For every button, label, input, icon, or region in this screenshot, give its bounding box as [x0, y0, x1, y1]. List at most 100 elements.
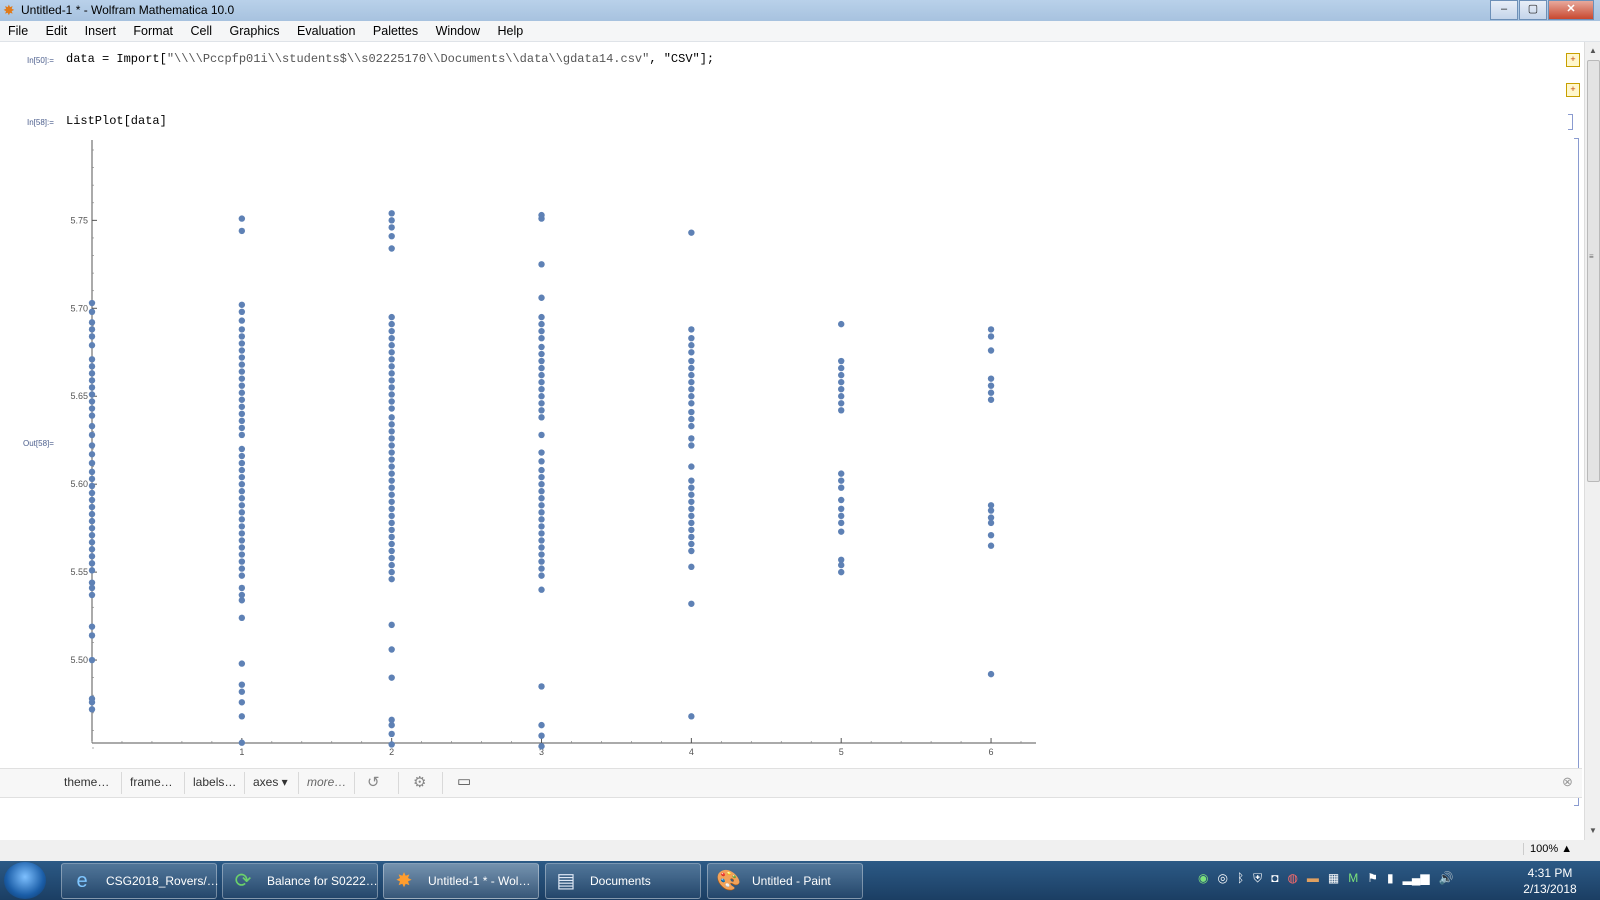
menu-palettes[interactable]: Palettes	[372, 24, 419, 38]
data-point	[388, 363, 395, 370]
menu-insert[interactable]: Insert	[84, 24, 116, 38]
data-point	[388, 540, 395, 548]
cell-insert-icon[interactable]: +	[1566, 83, 1580, 97]
data-point	[538, 473, 545, 481]
data-point	[538, 721, 545, 729]
m-tray-icon[interactable]: M	[1348, 871, 1359, 885]
data-point	[388, 533, 395, 541]
data-point	[238, 502, 246, 509]
data-point	[987, 502, 995, 509]
menu-cell[interactable]: Cell	[190, 24, 213, 38]
start-button[interactable]	[4, 862, 46, 899]
clock[interactable]: 4:31 PM 2/13/2018	[1515, 865, 1585, 897]
data-point	[388, 391, 395, 398]
notebook[interactable]: In[50]:= data = Import["\\\\Pccpfp01i\\s…	[0, 42, 1582, 806]
undo-icon[interactable]: ↺	[367, 774, 380, 791]
data-point	[838, 393, 845, 400]
battery-icon[interactable]: ▮	[1387, 871, 1394, 885]
data-point	[388, 463, 395, 470]
minimize-button[interactable]: –	[1490, 0, 1518, 20]
taskbar-item-balance[interactable]: ⟳ Balance for S0222…	[222, 863, 378, 899]
separator	[442, 772, 443, 794]
device-tray-icon[interactable]: ◘	[1271, 871, 1279, 885]
status-bar: 100% ▲	[0, 840, 1600, 861]
data-point	[238, 368, 246, 375]
data-point	[88, 326, 96, 333]
taskbar-item-ie[interactable]: e CSG2018_Rovers/…	[61, 863, 219, 899]
data-point	[538, 458, 545, 465]
data-point	[538, 495, 545, 502]
data-point	[388, 356, 395, 363]
taskbar-item-mathematica[interactable]: ✸ Untitled-1 * - Wol…	[383, 863, 539, 899]
close-suggestions-icon[interactable]: ⊗	[1562, 774, 1573, 789]
data-point	[238, 396, 246, 403]
more-button[interactable]: more…	[307, 775, 347, 789]
comment-icon[interactable]: ▭	[457, 773, 472, 790]
data-point	[238, 473, 246, 481]
calendar-tray-icon[interactable]: ▦	[1327, 871, 1340, 885]
data-point	[88, 451, 96, 458]
menu-window[interactable]: Window	[435, 24, 481, 38]
security-tray-icon[interactable]: ◍	[1287, 871, 1298, 885]
data-point	[538, 400, 545, 407]
bluetooth-icon[interactable]: ᛒ	[1236, 871, 1245, 885]
data-point	[838, 484, 845, 491]
frame-button[interactable]: frame…	[130, 775, 173, 789]
data-point	[688, 498, 695, 505]
maximize-button[interactable]: ▢	[1519, 0, 1547, 20]
scroll-up-icon[interactable]: ▲	[1589, 46, 1597, 55]
data-point	[388, 449, 395, 456]
data-point	[88, 706, 96, 713]
hdd-tray-icon[interactable]: ▬	[1306, 871, 1319, 885]
data-point	[88, 384, 96, 391]
input-cell-50[interactable]: data = Import["\\\\Pccpfp01i\\students$\…	[66, 52, 714, 66]
taskbar-item-documents[interactable]: ▤ Documents	[545, 863, 701, 899]
data-point	[538, 449, 545, 456]
menu-graphics[interactable]: Graphics	[229, 24, 280, 38]
close-button[interactable]: ✕	[1548, 0, 1594, 20]
data-point	[388, 217, 395, 224]
data-point	[538, 378, 545, 386]
cell-insert-icon[interactable]: +	[1566, 53, 1580, 67]
shield-icon[interactable]: ⛨	[1253, 871, 1263, 885]
output-cell-bracket[interactable]	[1574, 138, 1579, 806]
data-point	[238, 354, 246, 361]
vertical-scrollbar[interactable]: ▲ ≡ ▼	[1584, 42, 1600, 840]
data-point	[238, 361, 246, 368]
input-label-58: In[58]:=	[27, 118, 54, 127]
data-point	[388, 547, 395, 555]
cell-bracket[interactable]	[1568, 114, 1573, 130]
menu-file[interactable]: File	[8, 24, 29, 38]
data-point	[388, 421, 395, 428]
data-point	[238, 227, 246, 235]
menu-help[interactable]: Help	[497, 24, 524, 38]
menu-edit[interactable]: Edit	[45, 24, 68, 38]
axes-button[interactable]: axes ▾	[253, 775, 288, 789]
data-point	[238, 597, 246, 604]
gear-icon[interactable]: ⚙	[413, 774, 427, 791]
network-tray-icon[interactable]: ◎	[1217, 871, 1228, 885]
data-point	[88, 539, 96, 546]
volume-icon[interactable]: 🔊	[1438, 871, 1454, 885]
labels-button[interactable]: labels…	[193, 775, 237, 789]
data-point	[838, 407, 845, 414]
taskbar-item-paint[interactable]: 🎨 Untitled - Paint	[707, 863, 863, 899]
zoom-control[interactable]: 100% ▲	[1523, 843, 1572, 855]
input-cell-58[interactable]: ListPlot[data]	[66, 114, 167, 128]
scroll-thumb[interactable]	[1587, 60, 1600, 482]
data-point	[238, 495, 246, 502]
data-point	[238, 459, 246, 467]
flag-icon[interactable]: ⚑	[1367, 871, 1379, 885]
scroll-down-icon[interactable]: ▼	[1589, 826, 1597, 835]
data-point	[987, 375, 995, 382]
data-point	[688, 349, 695, 356]
list-plot[interactable]: 1 2 3 4 5 6 5.50 5.55 5.60 5.65 5.70 5.75	[0, 138, 1080, 763]
signal-icon[interactable]: ▂▄▆	[1402, 871, 1430, 885]
app-tray-icon[interactable]: ◉	[1198, 871, 1209, 885]
menu-format[interactable]: Format	[133, 24, 174, 38]
data-point	[88, 591, 96, 599]
data-point	[688, 357, 695, 365]
menu-evaluation[interactable]: Evaluation	[297, 24, 356, 38]
data-point	[238, 403, 246, 410]
theme-button[interactable]: theme…	[64, 775, 110, 789]
